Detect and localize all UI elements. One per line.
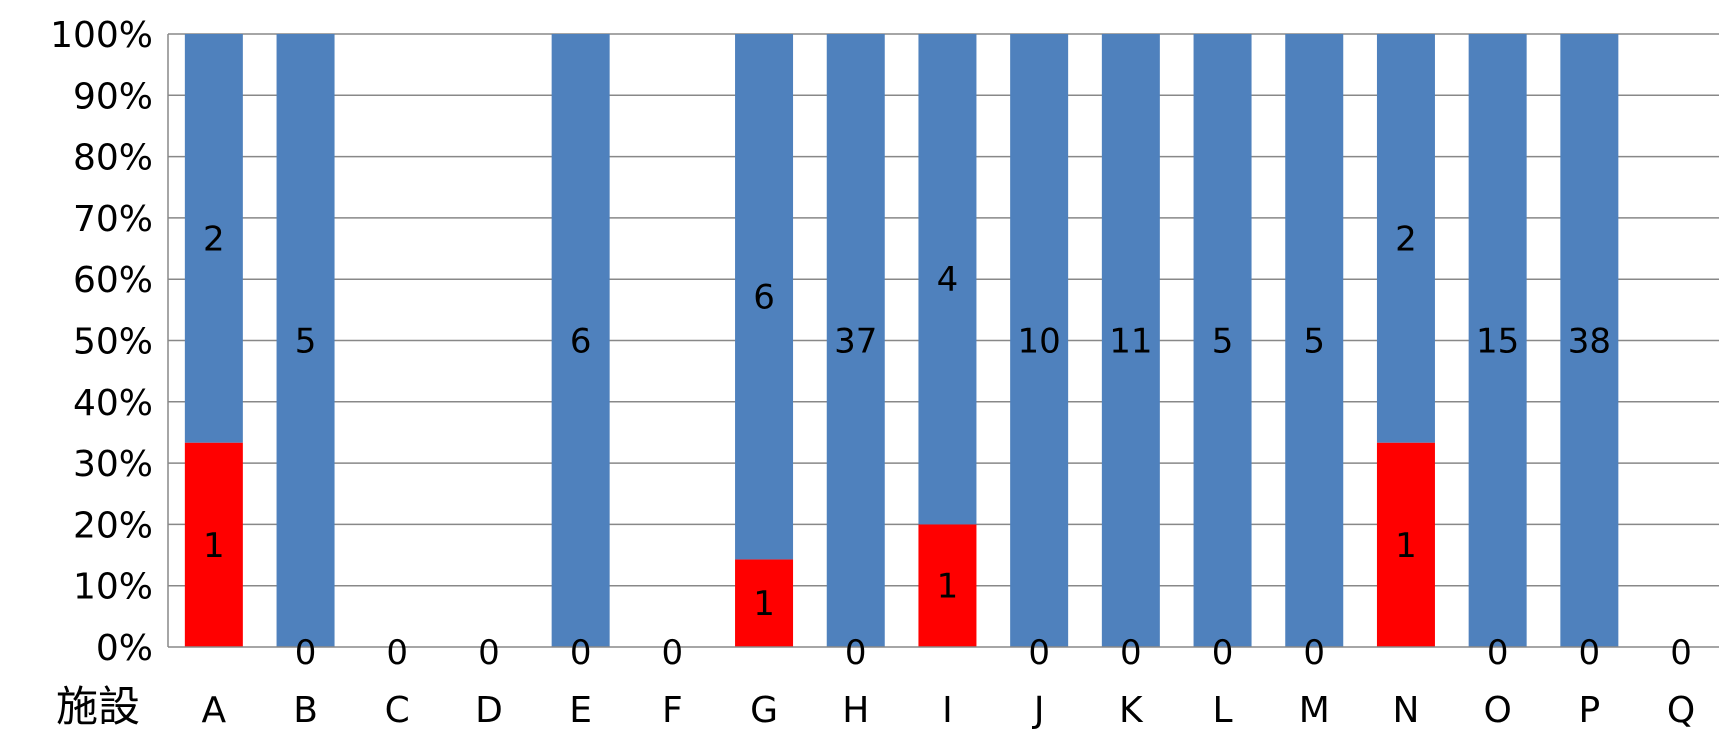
x-category-label: A	[202, 690, 227, 731]
data-label: 0	[1670, 633, 1692, 673]
y-tick-label: 40%	[73, 383, 153, 424]
bar-segment	[1376, 34, 1435, 443]
data-label: 0	[570, 633, 592, 673]
data-label: 0	[1579, 633, 1601, 673]
data-label: 1	[1395, 526, 1417, 566]
data-label: 11	[1109, 322, 1152, 362]
x-axis-category-labels: A B C D E F G H I J K L M N O P Q	[202, 690, 1696, 731]
bar-segment	[1468, 34, 1527, 647]
bar-segment	[1010, 34, 1069, 647]
data-label: 0	[1028, 633, 1050, 673]
y-tick-label: 0%	[96, 628, 153, 669]
x-category-label: F	[662, 690, 683, 731]
x-category-label: M	[1299, 690, 1330, 731]
data-label: 0	[662, 633, 684, 673]
data-label: 1	[753, 584, 775, 624]
bar-segment	[1285, 34, 1344, 647]
x-category-label: I	[942, 690, 953, 731]
data-label: 0	[1303, 633, 1325, 673]
y-tick-label: 100%	[50, 15, 153, 56]
x-category-label: D	[475, 690, 503, 731]
data-label: 0	[295, 633, 317, 673]
x-category-label: P	[1578, 690, 1600, 731]
y-tick-label: 50%	[73, 322, 153, 363]
x-category-label: O	[1483, 690, 1511, 731]
x-axis-title: 施設	[56, 682, 140, 731]
data-label: 4	[937, 260, 959, 300]
data-label: 10	[1018, 322, 1061, 362]
bar-segment	[918, 524, 977, 647]
data-label: 37	[834, 322, 877, 362]
data-label: 5	[295, 322, 317, 362]
bar-segment	[184, 442, 243, 647]
x-category-label: G	[750, 690, 778, 731]
y-tick-label: 30%	[73, 444, 153, 485]
y-tick-label: 70%	[73, 199, 153, 240]
y-tick-label: 80%	[73, 138, 153, 179]
data-label: 38	[1568, 322, 1611, 362]
y-tick-label: 90%	[73, 76, 153, 117]
x-category-label: C	[385, 690, 410, 731]
bars	[184, 34, 1619, 647]
data-label: 6	[570, 322, 592, 362]
data-label: 0	[1487, 633, 1509, 673]
x-category-label: K	[1119, 690, 1144, 731]
bar-segment	[276, 34, 335, 647]
y-axis-tick-labels: 0% 10% 20% 30% 40% 50% 60% 70% 80% 90% 100%	[50, 15, 153, 669]
y-tick-label: 20%	[73, 505, 153, 546]
data-label: 1	[203, 526, 225, 566]
bar-segment	[1101, 34, 1160, 647]
data-label: 2	[203, 219, 225, 259]
x-category-label: E	[569, 690, 592, 731]
x-category-label: Q	[1667, 690, 1695, 731]
data-label: 6	[753, 278, 775, 318]
data-label: 15	[1476, 322, 1519, 362]
data-label: 0	[478, 633, 500, 673]
bar-segment	[1193, 34, 1252, 647]
y-tick-label: 60%	[73, 260, 153, 301]
x-category-label: J	[1032, 690, 1045, 731]
data-label: 1	[937, 567, 959, 607]
x-category-label: B	[293, 690, 318, 731]
x-category-label: H	[842, 690, 869, 731]
data-labels: 1 2 0 5 0 0 0 6 0 1 6 0 37 1 4 0 10 0 11 0 5 0 5 1 2 0 15 0 38 0	[203, 219, 1692, 673]
data-label: 5	[1303, 322, 1325, 362]
bar-segment	[184, 34, 243, 443]
bar-segment	[1560, 34, 1619, 647]
data-label: 2	[1395, 219, 1417, 259]
bar-segment	[1376, 442, 1435, 647]
bar-segment	[918, 34, 977, 525]
x-category-label: L	[1213, 690, 1233, 731]
data-label: 0	[1212, 633, 1234, 673]
data-label: 0	[386, 633, 408, 673]
x-category-label: N	[1392, 690, 1419, 731]
bar-segment	[735, 559, 794, 647]
data-label: 5	[1212, 322, 1234, 362]
bar-segment	[551, 34, 610, 647]
data-label: 0	[1120, 633, 1142, 673]
data-label: 0	[845, 633, 867, 673]
bar-segment	[735, 34, 794, 560]
y-tick-label: 10%	[73, 567, 153, 608]
bar-segment	[826, 34, 885, 647]
x-axis-line-group	[167, 34, 1719, 648]
